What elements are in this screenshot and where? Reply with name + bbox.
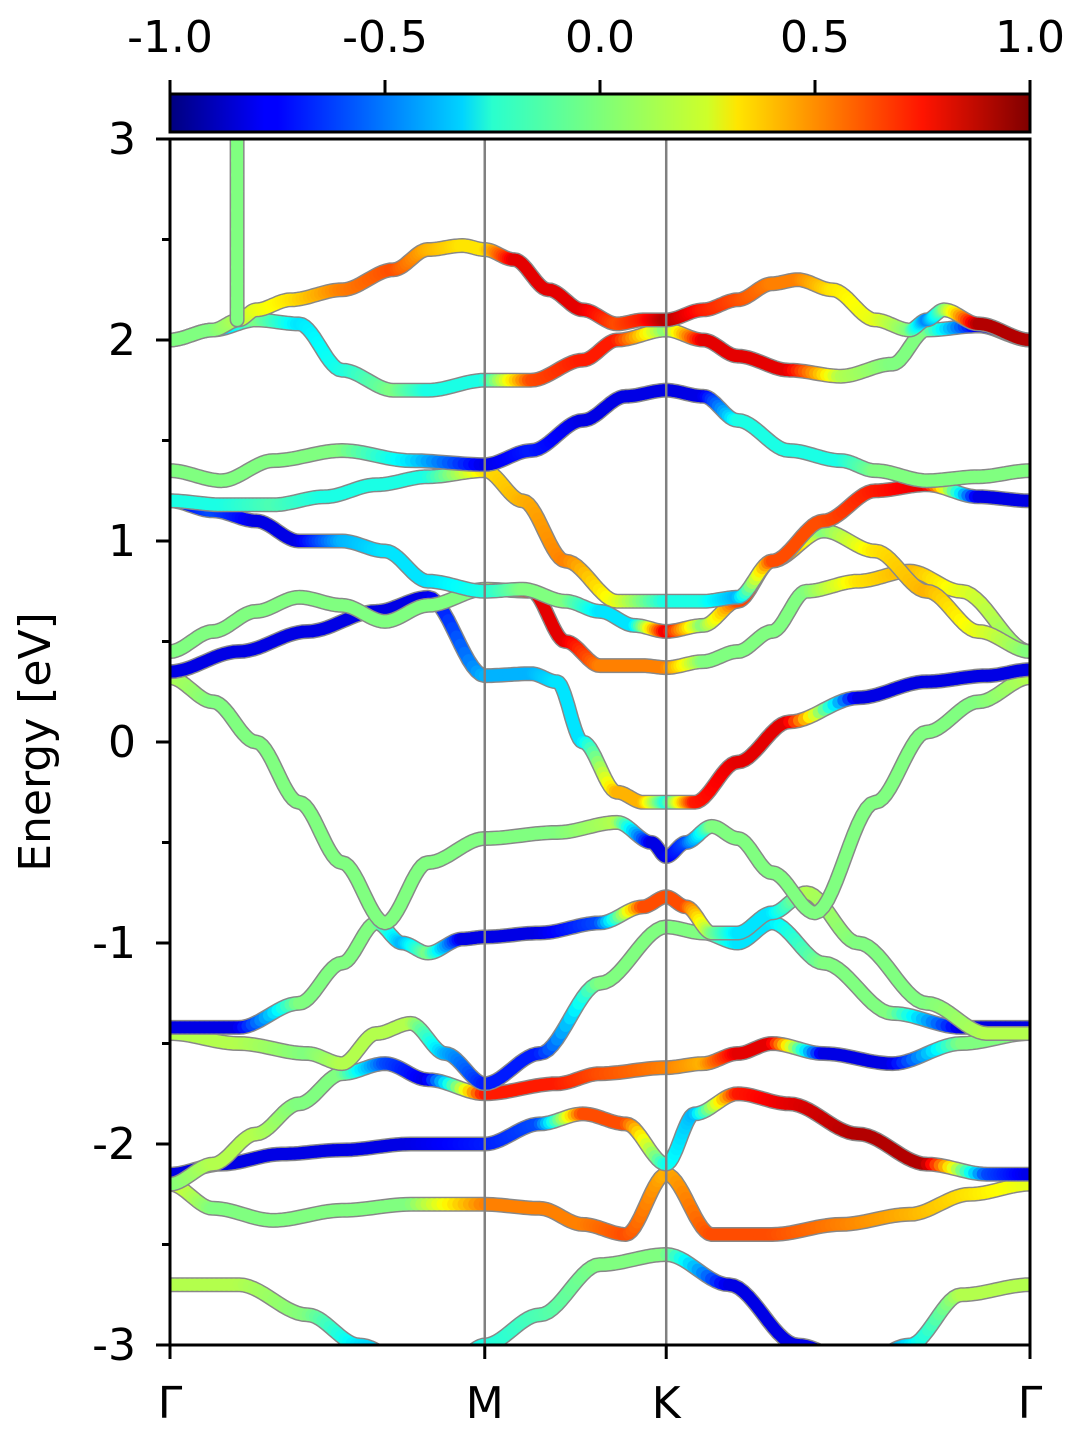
band-segment xyxy=(470,1341,483,1345)
band-segment xyxy=(470,1351,472,1352)
band-segment xyxy=(381,1353,385,1355)
x-tick-label: K xyxy=(652,1378,682,1429)
colorbar-tick-label: 1.0 xyxy=(995,12,1065,63)
band-segment xyxy=(418,1364,422,1365)
y-tick-label: -2 xyxy=(92,1119,136,1170)
y-tick-label: -1 xyxy=(92,918,136,969)
y-tick-label: 3 xyxy=(108,114,136,165)
x-tick-label: Γ xyxy=(1018,1378,1043,1429)
band-segment xyxy=(810,1343,821,1345)
band-segment xyxy=(889,1343,900,1345)
band-10 xyxy=(170,463,1030,609)
band-segment xyxy=(828,1355,832,1357)
band-segment xyxy=(466,1354,468,1355)
band-1 xyxy=(170,1166,1030,1242)
colorbar: -1.0 -0.5 0.0 0.5 1.0 xyxy=(127,12,1065,134)
band-segment xyxy=(440,1358,444,1359)
band-outline xyxy=(170,382,1030,489)
y-axis-title: Energy [eV] xyxy=(10,612,61,872)
band-segment xyxy=(429,1361,433,1362)
band-segment xyxy=(415,1365,419,1366)
band-segment xyxy=(444,1357,448,1358)
x-tick-label: M xyxy=(466,1378,504,1429)
band-segment xyxy=(884,1353,888,1355)
band-segment xyxy=(890,1341,904,1345)
y-tick-label: 1 xyxy=(108,516,136,567)
band-segment xyxy=(451,1356,455,1357)
band-6 xyxy=(170,670,1030,931)
band-segment xyxy=(467,1353,469,1354)
band-segment xyxy=(470,1344,477,1345)
band-7 xyxy=(170,589,1030,810)
band-segment xyxy=(396,1361,400,1363)
colorbar-tick-label: 0.5 xyxy=(780,12,850,63)
band-segment xyxy=(448,1356,452,1357)
band-segment xyxy=(880,1355,884,1357)
band-segment xyxy=(364,1341,379,1345)
band-segment xyxy=(471,1341,485,1345)
band-segment xyxy=(805,1341,820,1345)
band-segment xyxy=(832,1357,836,1359)
band-segment xyxy=(385,1355,389,1357)
high-symmetry-lines xyxy=(483,139,668,1345)
colorbar-ticks: -1.0 -0.5 0.0 0.5 1.0 xyxy=(127,12,1065,94)
band-segment xyxy=(369,1343,380,1345)
band-11 xyxy=(170,382,1030,489)
band-segment xyxy=(403,1364,407,1365)
band-segment xyxy=(426,1362,430,1363)
plot-area: -3 -2 -1 0 1 2 3 Γ M K Γ xyxy=(92,114,1043,1429)
band-segment xyxy=(873,1359,877,1361)
band-segment xyxy=(392,1359,396,1361)
band-segment xyxy=(400,1363,404,1364)
band-segment xyxy=(865,1363,869,1364)
band-segment xyxy=(876,1357,880,1359)
band-3 xyxy=(170,1026,1030,1192)
band-segment xyxy=(818,1344,821,1345)
band-segment xyxy=(422,1363,426,1364)
colorbar-gradient xyxy=(168,92,1032,134)
band-segment xyxy=(845,1363,849,1364)
band-0 xyxy=(170,1247,1030,1366)
band-segment xyxy=(837,1359,841,1361)
band-segment xyxy=(376,1344,379,1345)
y-tick-label: 0 xyxy=(108,717,136,768)
x-tick-label: Γ xyxy=(158,1378,183,1429)
band-5 xyxy=(170,885,1030,1041)
band-segment xyxy=(389,1357,393,1359)
band-segment xyxy=(890,1344,892,1345)
band-segment xyxy=(869,1361,873,1363)
y-tick-label: 2 xyxy=(108,315,136,366)
y-tick-label: -3 xyxy=(92,1320,136,1371)
band-segment xyxy=(437,1359,441,1360)
colorbar-tick-label: 0.0 xyxy=(565,12,635,63)
band-segment xyxy=(849,1364,853,1365)
band-segment xyxy=(433,1360,437,1361)
band-segment xyxy=(862,1364,866,1365)
band-segment xyxy=(841,1361,845,1363)
colorbar-tick-label: -1.0 xyxy=(127,12,213,63)
bands-layer xyxy=(170,139,1030,1366)
y-axis-ticks: -3 -2 -1 0 1 2 3 xyxy=(92,114,170,1371)
colorbar-tick-label: -0.5 xyxy=(342,12,428,63)
band-segment xyxy=(824,1353,828,1355)
band-segment xyxy=(470,1343,480,1345)
band-segment xyxy=(469,1352,471,1353)
